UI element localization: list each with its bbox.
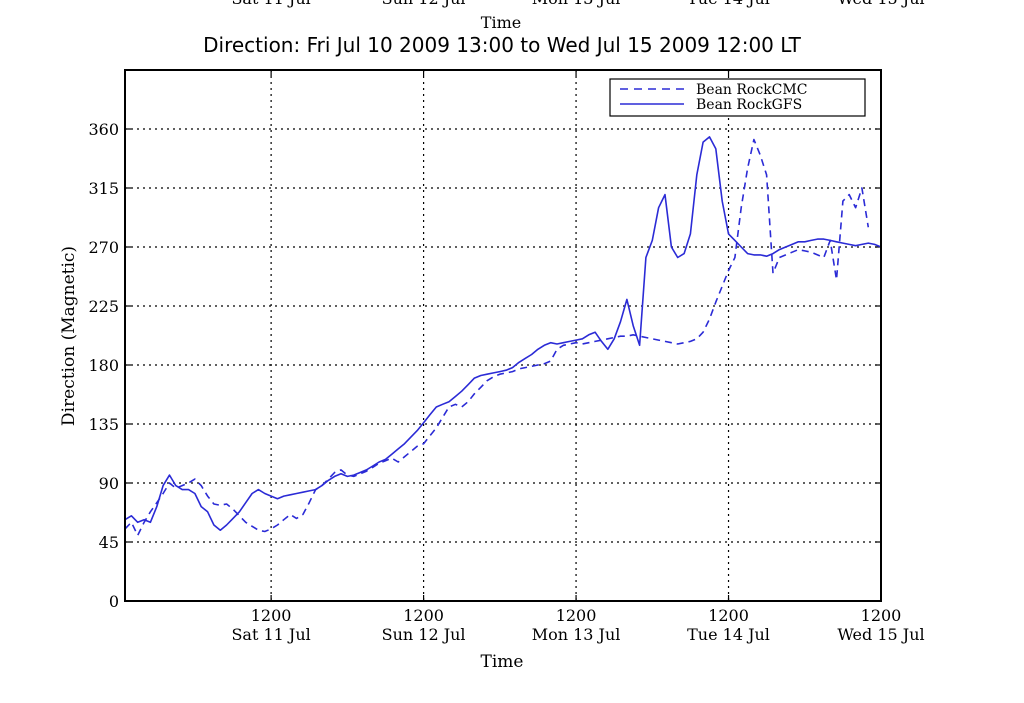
plot-area <box>125 136 881 537</box>
plot-frame <box>124 69 882 602</box>
y-tick-label: 270 <box>88 238 119 257</box>
top-remnant-day-label: Wed 15 Jul <box>837 0 924 8</box>
top-remnant-day-label: Sat 11 Jul <box>231 0 310 8</box>
y-tick-label: 225 <box>88 297 119 316</box>
y-tick-label: 45 <box>99 533 119 552</box>
legend: Bean RockCMC Bean RockGFS <box>609 78 866 117</box>
y-tick-label: 360 <box>88 120 119 139</box>
x-tick-day-label: Wed 15 Jul <box>837 625 924 644</box>
x-tick-day-label: Sun 12 Jul <box>382 625 466 644</box>
legend-label-gfs: Bean RockGFS <box>696 97 802 113</box>
x-tick-hour-label: 1200 <box>708 606 749 625</box>
series-line-gfs <box>125 136 881 531</box>
y-tick-label: 315 <box>88 179 119 198</box>
axis-ticks <box>125 70 882 602</box>
x-tick-hour-label: 1200 <box>861 606 902 625</box>
legend-box <box>609 78 866 117</box>
x-tick-hour-label: 1200 <box>251 606 292 625</box>
top-axis-remnant: Time Sat 11 Jul Sun 12 Jul Mon 13 Jul Tue 1… <box>231 0 924 32</box>
gridlines <box>125 70 881 601</box>
legend-label-cmc: Bean RockCMC <box>696 82 807 98</box>
y-tick-label: 180 <box>88 356 119 375</box>
x-tick-hour-label: 1200 <box>556 606 597 625</box>
top-remnant-day-label: Mon 13 Jul <box>532 0 621 8</box>
top-remnant-day-label: Sun 12 Jul <box>382 0 466 8</box>
y-axis-label: Direction (Magnetic) <box>59 246 79 426</box>
x-tick-hour-label: 1200 <box>403 606 444 625</box>
series-line-cmc <box>125 138 870 537</box>
y-tick-label: 0 <box>109 592 119 611</box>
x-tick-day-label: Mon 13 Jul <box>532 625 621 644</box>
top-axis-label: Time <box>481 13 521 32</box>
chart-title: Direction: Fri Jul 10 2009 13:00 to Wed … <box>203 33 802 57</box>
y-tick-labels: 0 45 90 135 180 225 270 315 360 <box>88 120 119 611</box>
series-lines <box>125 136 881 537</box>
x-tick-day-label: Tue 14 Jul <box>687 625 770 644</box>
y-tick-label: 90 <box>99 474 119 493</box>
top-remnant-day-label: Tue 14 Jul <box>687 0 770 8</box>
y-tick-label: 135 <box>88 415 119 434</box>
x-tick-day-label: Sat 11 Jul <box>231 625 310 644</box>
x-axis-label: Time <box>481 652 524 672</box>
